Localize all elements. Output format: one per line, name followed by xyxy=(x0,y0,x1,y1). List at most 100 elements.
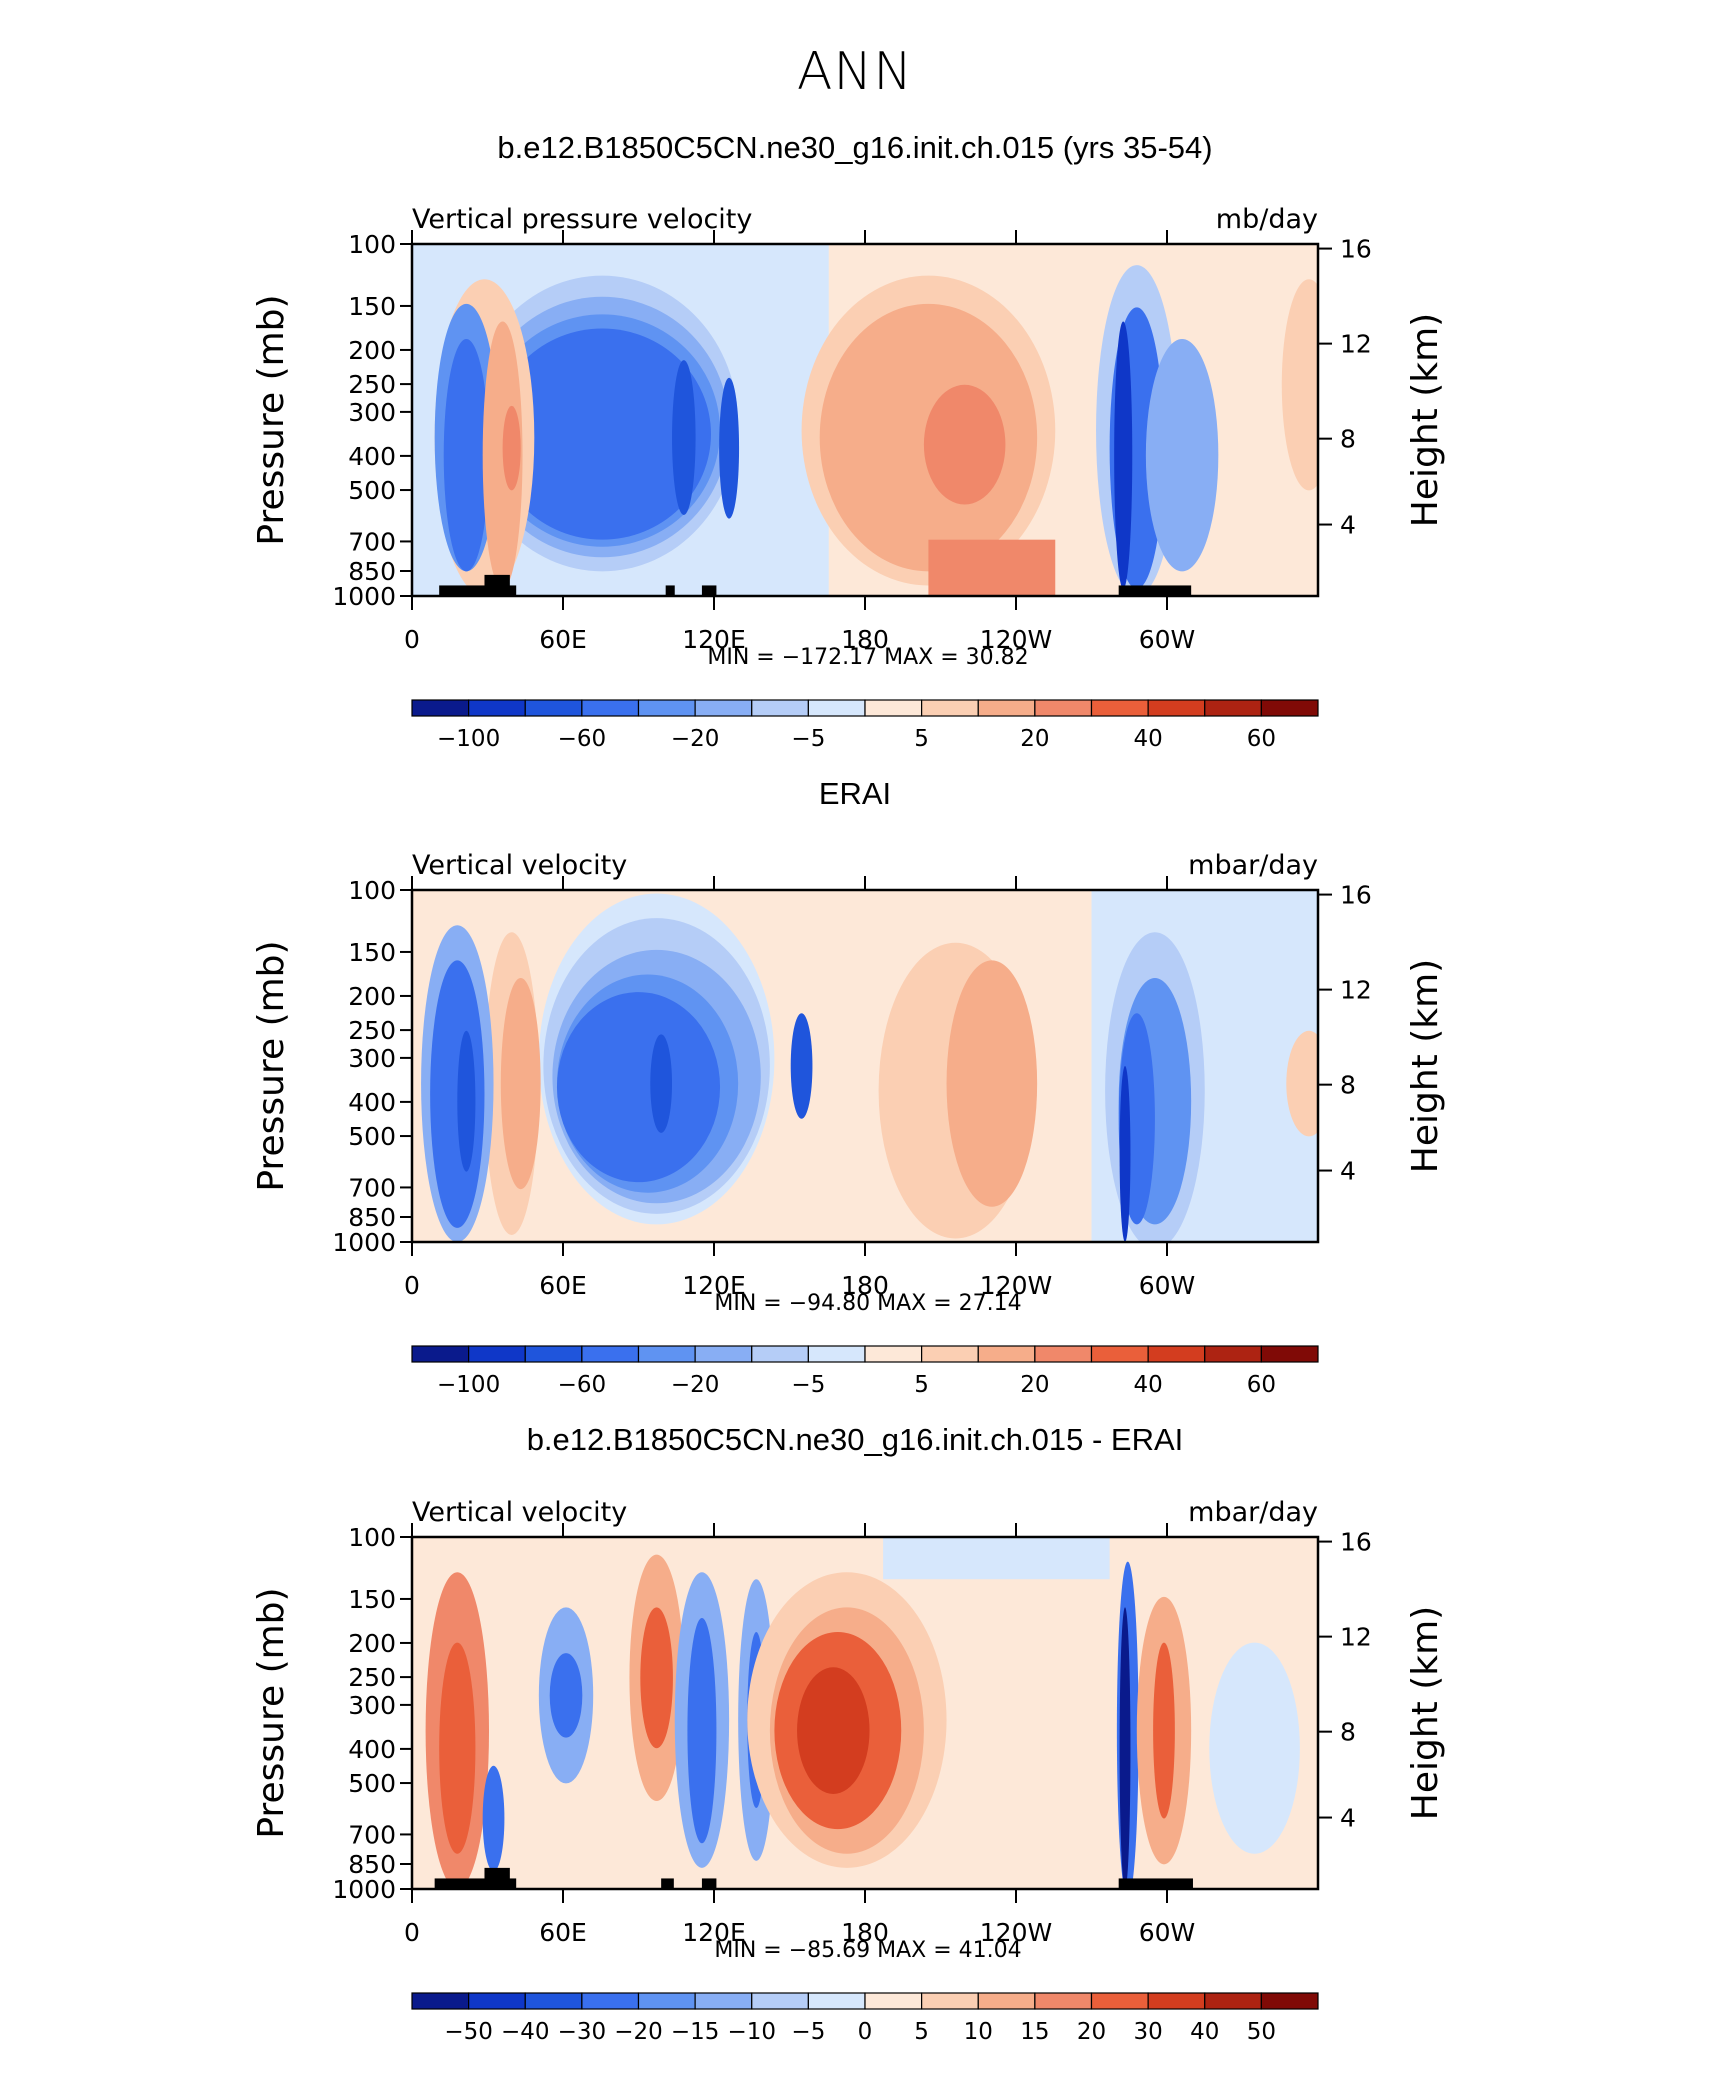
contour-region xyxy=(1119,1066,1131,1242)
min-max-label: MIN = −85.69 MAX = 41.04 xyxy=(714,1938,1021,1963)
colorbar-swatch xyxy=(411,1345,470,1363)
colorbar-swatch xyxy=(864,1992,923,2010)
y-tick-label: 850 xyxy=(348,1203,396,1232)
colorbar-swatch xyxy=(977,1992,1036,2010)
y-tick-label: 100 xyxy=(348,230,396,259)
x-tick-label: 180 xyxy=(841,1271,889,1300)
y-tick-label: 500 xyxy=(348,1769,396,1798)
colorbar-label: −20 xyxy=(614,2019,663,2045)
y-right-tick-label: 4 xyxy=(1340,1804,1356,1833)
colorbar-swatch xyxy=(807,1345,866,1363)
colorbar-swatch xyxy=(1260,699,1319,717)
y-tick-label: 100 xyxy=(348,876,396,905)
colorbar: −100 −60 −20 −5 5 20 40 60 xyxy=(411,699,1319,752)
colorbar-swatch xyxy=(1260,1992,1319,2010)
y-right-tick-label: 4 xyxy=(1340,1157,1356,1186)
colorbar-swatch xyxy=(864,699,923,717)
colorbar-swatch xyxy=(411,699,470,717)
y-axis-label: Pressure (mb) xyxy=(251,294,292,545)
y-tick-label: 200 xyxy=(348,1629,396,1658)
colorbar-label: 5 xyxy=(914,726,929,752)
contour-region xyxy=(457,1030,476,1172)
colorbar-swatch xyxy=(1090,1992,1149,2010)
topography-mask xyxy=(665,585,675,596)
variable-label: Vertical velocity xyxy=(412,1497,627,1528)
y-tick-label: 1000 xyxy=(332,582,396,611)
colorbar-label: 40 xyxy=(1133,1372,1162,1398)
colorbar-swatch xyxy=(581,1992,640,2010)
x-tick-label: 120W xyxy=(980,625,1052,654)
colorbar-swatch xyxy=(807,1992,866,2010)
y-axis-label: Pressure (mb) xyxy=(251,1587,292,1838)
colorbar-swatch xyxy=(1147,1345,1206,1363)
colorbar-label: −15 xyxy=(671,2019,720,2045)
y-right-axis-label: Height (km) xyxy=(1405,313,1446,527)
topography-mask xyxy=(701,1878,717,1889)
contour-region xyxy=(928,539,1056,596)
colorbar-swatch xyxy=(694,699,753,717)
topography-mask xyxy=(661,1878,674,1889)
y-tick-label: 700 xyxy=(348,1173,396,1202)
y-right-tick-label: 8 xyxy=(1340,1071,1356,1100)
y-right-tick-label: 12 xyxy=(1340,1623,1372,1652)
colorbar-swatch xyxy=(637,1345,696,1363)
contour-region xyxy=(797,1667,870,1794)
topography-mask xyxy=(484,574,510,596)
y-tick-label: 150 xyxy=(348,292,396,321)
colorbar-label: 60 xyxy=(1247,726,1276,752)
contour-region xyxy=(650,1034,673,1133)
x-tick-label: 180 xyxy=(841,1918,889,1947)
contour-field xyxy=(412,890,1318,1242)
contour-region xyxy=(439,1642,476,1854)
colorbar-swatch xyxy=(468,1992,526,2010)
colorbar-label: −5 xyxy=(791,726,825,752)
contour-region xyxy=(493,328,711,540)
colorbar-label: 5 xyxy=(914,2019,929,2045)
contour-region xyxy=(672,360,696,516)
colorbar-label: 40 xyxy=(1133,726,1162,752)
colorbar-label: −5 xyxy=(791,1372,825,1398)
y-tick-label: 150 xyxy=(348,1585,396,1614)
colorbar-label: −20 xyxy=(671,726,720,752)
colorbar-swatch xyxy=(1204,1992,1262,2010)
colorbar: −50 −40 −30 −20 −15 −10 −5 0 5 10 15 20 30 40 50 xyxy=(411,1992,1319,2045)
y-right-tick-label: 16 xyxy=(1340,881,1372,910)
colorbar-label: 5 xyxy=(914,1372,929,1398)
colorbar-swatch xyxy=(1204,1345,1262,1363)
contour-region xyxy=(923,384,1006,505)
contour-region xyxy=(1281,279,1318,491)
contour-region xyxy=(719,377,740,519)
min-max-label: MIN = −94.80 MAX = 27.14 xyxy=(714,1291,1021,1316)
units-label: mbar/day xyxy=(1188,850,1318,881)
colorbar-label: 20 xyxy=(1077,2019,1106,2045)
colorbar-label: 10 xyxy=(964,2019,993,2045)
y-tick-label: 700 xyxy=(348,527,396,556)
y-tick-label: 250 xyxy=(348,370,396,399)
colorbar-swatch xyxy=(807,699,866,717)
colorbar-swatch xyxy=(1260,1345,1319,1363)
colorbar-swatch xyxy=(921,699,979,717)
x-tick-label: 60W xyxy=(1139,1271,1196,1300)
colorbar-swatch xyxy=(1204,699,1262,717)
contour-region xyxy=(482,1765,505,1872)
y-tick-label: 250 xyxy=(348,1663,396,1692)
x-tick-label: 60W xyxy=(1139,1918,1196,1947)
colorbar: −100 −60 −20 −5 5 20 40 60 xyxy=(411,1345,1319,1398)
colorbar-swatch xyxy=(637,699,696,717)
colorbar-swatch xyxy=(977,1345,1036,1363)
contour-region xyxy=(1145,339,1219,572)
colorbar-swatch xyxy=(921,1345,979,1363)
y-tick-label: 1000 xyxy=(332,1875,396,1904)
contour-region xyxy=(687,1617,717,1844)
y-tick-label: 300 xyxy=(348,398,396,427)
panel-title: b.e12.B1850C5CN.ne30_g16.init.ch.015 - E… xyxy=(526,1422,1184,1457)
y-tick-label: 850 xyxy=(348,1850,396,1879)
colorbar-label: −60 xyxy=(558,726,607,752)
x-tick-label: 120W xyxy=(980,1918,1052,1947)
y-right-tick-label: 8 xyxy=(1340,1718,1356,1747)
variable-label: Vertical velocity xyxy=(412,850,627,881)
panel-title: b.e12.B1850C5CN.ne30_g16.init.ch.015 (yr… xyxy=(497,130,1213,165)
colorbar-label: 30 xyxy=(1133,2019,1162,2045)
colorbar-label: −100 xyxy=(437,1372,500,1398)
colorbar-swatch xyxy=(694,1345,753,1363)
